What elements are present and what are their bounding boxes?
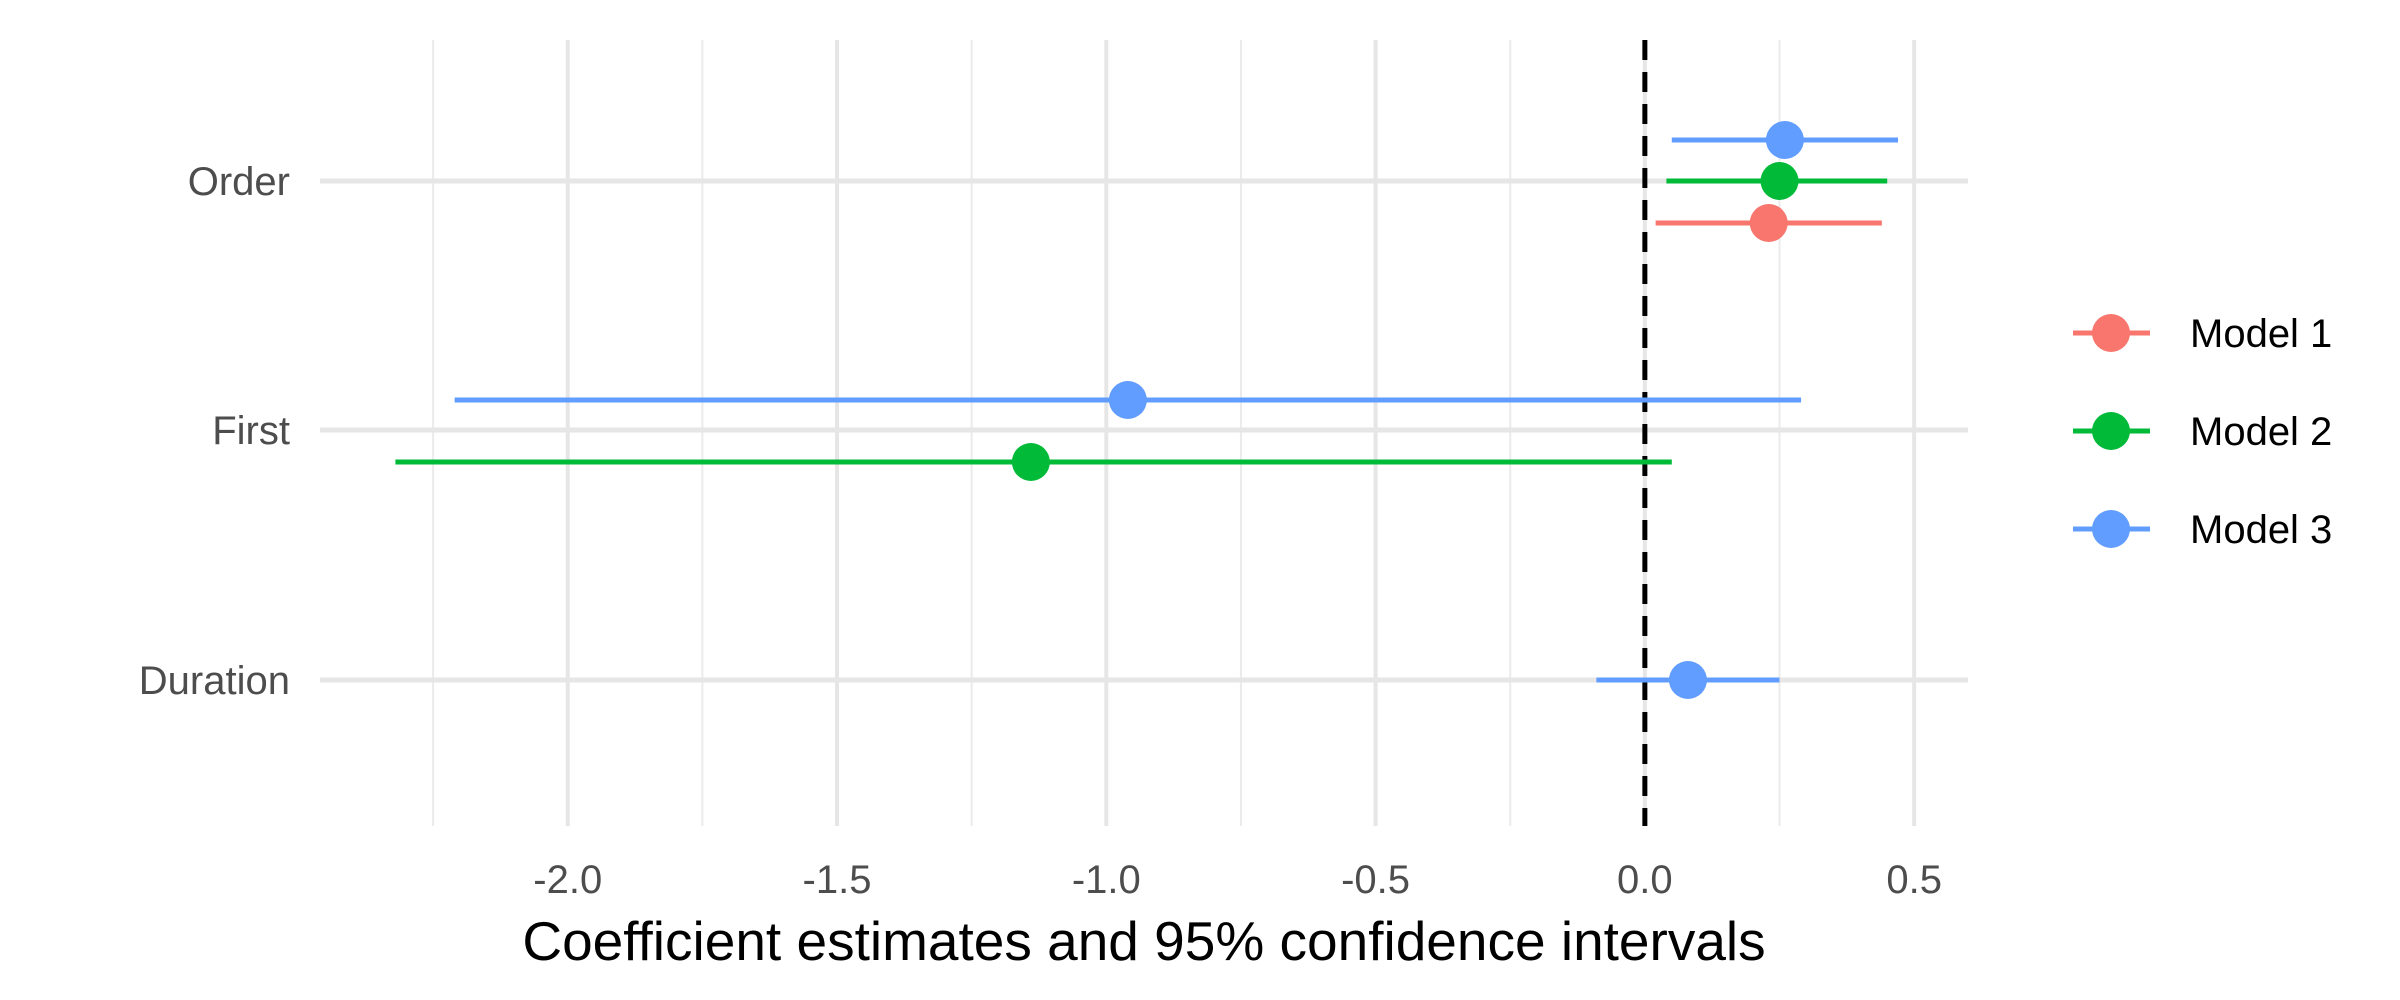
legend-label: Model 3	[2190, 508, 2332, 552]
x-tick-label: -0.5	[1341, 858, 1410, 902]
legend-label: Model 2	[2190, 410, 2332, 454]
x-tick-label: -1.5	[803, 858, 872, 902]
legend-key-point	[2092, 510, 2130, 548]
data-marks	[395, 121, 1898, 699]
y-tick-label: First	[212, 409, 290, 453]
x-tick-label: 0.5	[1886, 858, 1942, 902]
y-axis-labels: Order First Duration	[139, 160, 290, 703]
y-tick-label: Duration	[139, 659, 290, 703]
legend-label: Model 1	[2190, 312, 2332, 356]
x-axis-labels: -2.0 -1.5 -1.0 -0.5 0.0 0.5	[533, 858, 1942, 902]
point-estimate	[1108, 381, 1147, 419]
point-estimate	[1749, 204, 1788, 242]
legend: Model 1 Model 2 Model 3	[2073, 312, 2332, 552]
point-estimate	[1668, 661, 1707, 699]
legend-item: Model 3	[2073, 508, 2332, 552]
point-estimate	[1011, 443, 1050, 481]
major-gridlines	[320, 40, 1968, 826]
x-axis-title: Coefficient estimates and 95% confidence…	[522, 910, 1765, 972]
x-tick-label: 0.0	[1617, 858, 1673, 902]
legend-item: Model 1	[2073, 312, 2332, 356]
x-tick-label: -2.0	[533, 858, 602, 902]
point-estimate	[1765, 121, 1804, 159]
legend-key-point	[2092, 412, 2130, 450]
point-estimate	[1760, 162, 1799, 200]
legend-item: Model 2	[2073, 410, 2332, 454]
y-tick-label: Order	[188, 160, 290, 204]
legend-key-point	[2092, 314, 2130, 352]
x-tick-label: -1.0	[1072, 858, 1141, 902]
